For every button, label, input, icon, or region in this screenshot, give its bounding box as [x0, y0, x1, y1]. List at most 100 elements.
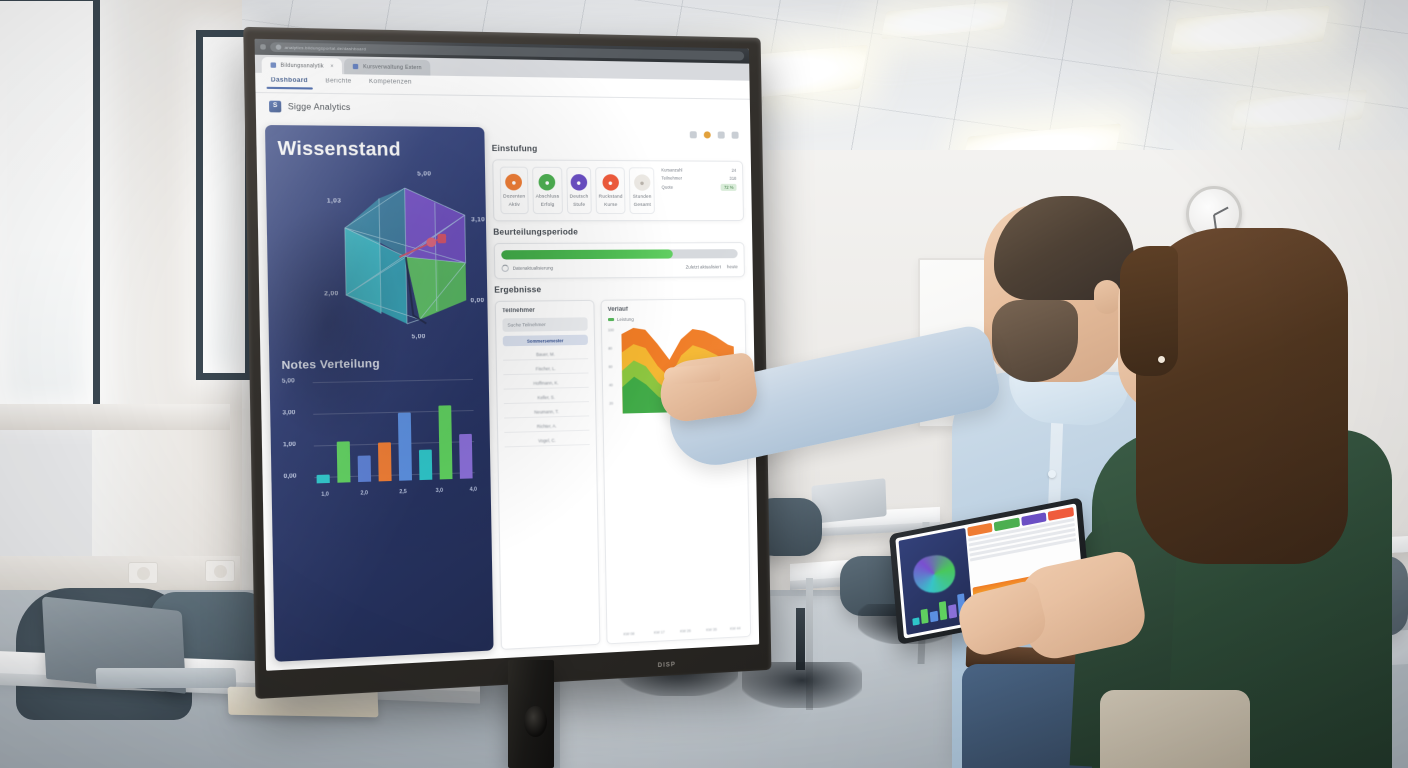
browser-tab-active[interactable]: Bildungsanalytik ×	[261, 56, 343, 75]
progress-status-label: Datenaktualisierung	[512, 265, 554, 271]
table-leg	[806, 578, 813, 710]
y-tick: 80	[608, 346, 613, 351]
radar-axis-label: 5,00	[417, 171, 432, 178]
progress-meta: Zuletzt aktualisiert heute	[686, 264, 738, 269]
table-row: Teilnehmer 318	[661, 176, 736, 181]
table-cell-key: Teilnehmer	[661, 175, 683, 181]
progress-status: Datenaktualisierung	[501, 264, 553, 272]
y-tick: 40	[608, 383, 613, 388]
menu-icon[interactable]	[731, 131, 739, 139]
chart-legend: Leistung	[607, 315, 739, 322]
list-item-label: Fischer, L.	[535, 365, 556, 372]
radar-axis-label: 2,00	[324, 291, 339, 298]
kpi-label: Dozenten	[502, 193, 526, 199]
kpi-sublabel: Gesamt	[633, 201, 652, 207]
kpi-tile[interactable]: ● Deutsch Stufe	[565, 166, 592, 215]
x-tick: KW 08	[623, 631, 635, 637]
list-item[interactable]: Vogel, C.	[504, 434, 590, 448]
window	[0, 0, 100, 414]
area-chart-plot[interactable]: 100 80 60 40 20	[608, 324, 744, 637]
x-tick: KW 35	[705, 627, 717, 633]
bar[interactable]	[316, 474, 330, 484]
list-item[interactable]: Fischer, L.	[502, 363, 589, 376]
knowledge-level-panel: Wissenstand	[264, 124, 494, 662]
bar[interactable]	[458, 433, 473, 479]
bar-x-tick: 1,0	[321, 491, 329, 499]
office-chair	[1250, 520, 1336, 584]
page-title: Sigge Analytics	[287, 101, 351, 112]
display-screen[interactable]: analytics.bildungsportal.de/dashboard Bi…	[254, 38, 760, 671]
close-icon[interactable]: ×	[330, 62, 334, 70]
bar[interactable]	[336, 441, 351, 483]
panel-title: Wissenstand	[277, 137, 401, 160]
x-tick: KW 17	[653, 630, 665, 635]
list-item[interactable]: Neumann, T.	[503, 406, 589, 419]
kpi-label: Abschluss	[535, 193, 560, 199]
progress-updated-value: heute	[726, 264, 738, 270]
interactive-display[interactable]: DISP analytics.bildungsportal.de/dashboa…	[243, 26, 772, 700]
analytics-panel: Einstufung ● Dozenten Aktiv ● Abschluss	[491, 127, 752, 651]
bar[interactable]	[357, 454, 372, 483]
search-input[interactable]: Suche Teilnehmer	[502, 317, 588, 332]
section-title-einstufung: Einstufung	[491, 143, 538, 154]
list-item[interactable]: Keller, S.	[503, 391, 589, 405]
bar-x-tick: 3,0	[435, 487, 444, 495]
table-cell-value: 318	[729, 175, 737, 181]
list-item[interactable]: Richter, A.	[503, 420, 590, 433]
radar-axis-label: 1,03	[326, 198, 342, 205]
dashboard-body: Wissenstand	[255, 118, 760, 671]
x-tick: KW 44	[729, 626, 741, 631]
tab-dashboard[interactable]: Dashboard	[271, 77, 308, 88]
bar-chart[interactable]: 0,00 1,00 3,00 5,00	[282, 373, 479, 502]
kpi-sublabel: Stufe	[573, 201, 586, 207]
list-item[interactable]: Bauer, M.	[502, 348, 588, 361]
browser-control-icon[interactable]	[260, 44, 266, 50]
bar[interactable]	[397, 412, 412, 481]
kpi-row: ● Dozenten Aktiv ● Abschluss Erfolg ●	[499, 166, 737, 215]
progress-bar[interactable]	[500, 249, 738, 260]
radar-chart[interactable]: 5,00 1,03 3,10 2,00 0,00 5,00	[278, 166, 485, 348]
kpi-tile[interactable]: ● Abschluss Erfolg	[532, 166, 563, 215]
alert-icon: ●	[602, 174, 619, 191]
kpi-label: Ruckstand	[598, 193, 623, 199]
y-tick: 60	[608, 364, 613, 370]
bar[interactable]	[418, 449, 433, 481]
list-item[interactable]: Hoffmann, K.	[503, 377, 589, 390]
browser-tab[interactable]: Kursverwaltung Extern	[344, 58, 431, 76]
bar-y-tick: 3,00	[282, 409, 296, 417]
legend-swatch-icon	[607, 317, 614, 322]
whiteboard	[918, 258, 1218, 428]
bar-y-tick: 1,00	[282, 441, 296, 449]
status-badge: 72 %	[721, 183, 737, 191]
check-icon: ●	[538, 173, 556, 191]
progress-card: Datenaktualisierung Zuletzt aktualisiert…	[493, 242, 745, 280]
panel-toolbar[interactable]	[491, 127, 742, 140]
kpi-tile[interactable]: ● Ruckstand Kurse	[595, 167, 627, 215]
list-item-selected[interactable]: Sommersemester	[502, 334, 588, 347]
search-placeholder: Suche Teilnehmer	[507, 321, 546, 328]
tab-kompetenzen[interactable]: Kompetenzen	[368, 78, 412, 86]
power-outlet	[205, 560, 235, 582]
bar[interactable]	[377, 442, 392, 482]
results-row: Teilnehmer Suche Teilnehmer Sommersemest…	[494, 298, 752, 651]
kpi-tile[interactable]: ● Dozenten Aktiv	[499, 166, 529, 215]
bar-y-tick: 5,00	[281, 378, 295, 385]
star-icon[interactable]	[703, 130, 711, 138]
table-cell-value: 24	[731, 167, 737, 173]
list-item-label: Sommersemester	[526, 337, 564, 344]
share-icon[interactable]	[689, 130, 697, 138]
app-logo-letter: S	[272, 102, 278, 110]
progress-bar-fill	[500, 249, 673, 260]
progress-footer: Datenaktualisierung Zuletzt aktualisiert…	[501, 263, 738, 272]
list-item-label: Richter, A.	[536, 423, 557, 430]
section-title-progress: Beurteilungsperiode	[493, 227, 579, 237]
list-item-label: Neumann, T.	[534, 408, 559, 415]
bar-x-tick: 2,0	[360, 490, 369, 497]
bar[interactable]	[438, 405, 453, 480]
tab-label: Bildungsanalytik	[280, 62, 324, 70]
laptop	[811, 478, 887, 524]
filter-icon[interactable]	[717, 130, 725, 139]
kpi-tile[interactable]: ● Stunden Gesamt	[629, 167, 655, 215]
table-row: Quote 72 %	[661, 183, 737, 191]
tab-berichte[interactable]: Berichte	[325, 78, 352, 85]
